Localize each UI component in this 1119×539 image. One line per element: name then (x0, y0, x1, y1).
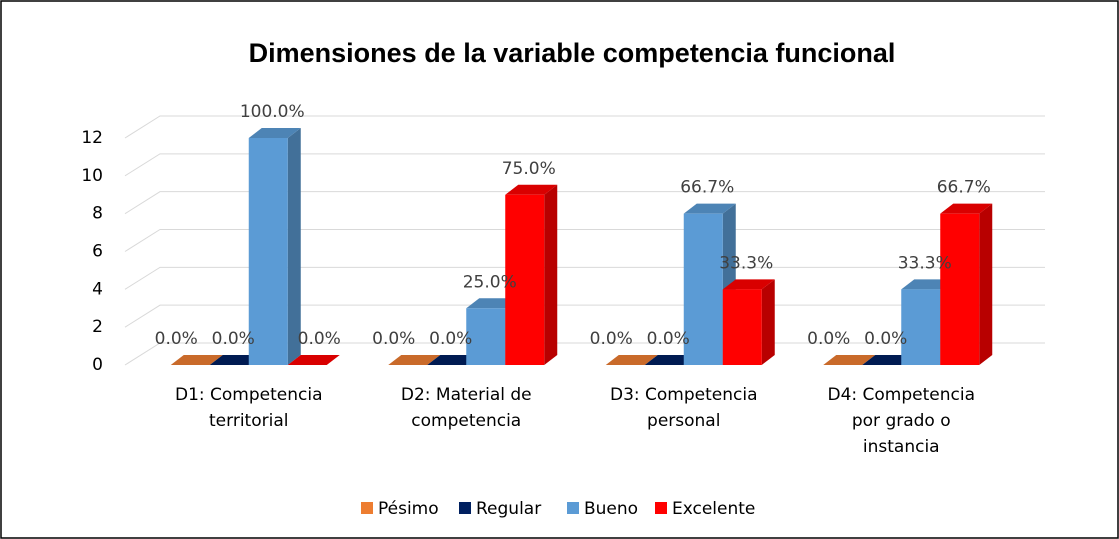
data-label: 75.0% (502, 159, 556, 179)
bar (683, 203, 736, 365)
y-tick-label: 10 (81, 166, 103, 186)
bar-side (544, 184, 558, 365)
bar (823, 355, 876, 365)
legend-swatch (459, 502, 471, 514)
bar-top (683, 203, 736, 214)
bar-front (901, 289, 941, 365)
grid-line (124, 229, 1045, 252)
bar-front (940, 213, 980, 365)
bar-side (761, 279, 775, 365)
data-label: 33.3% (898, 253, 952, 273)
bar-front (722, 289, 762, 365)
data-label: 0.0% (155, 329, 198, 349)
legend-label: Pésimo (378, 499, 439, 519)
bar (605, 355, 658, 365)
bar-top (287, 355, 340, 365)
bar-top (388, 355, 441, 365)
bar-top (170, 355, 223, 365)
legend-swatch (361, 502, 373, 514)
bar-side (287, 128, 301, 365)
bar-front (683, 213, 723, 365)
bar-front (248, 138, 288, 365)
bar-front (505, 194, 545, 365)
data-label: 0.0% (647, 329, 690, 349)
x-tick-label: D2: Material de competencia (401, 385, 532, 431)
y-tick-label: 6 (92, 242, 103, 262)
bar (722, 279, 775, 365)
bar-top (505, 184, 558, 195)
data-label: 33.3% (719, 253, 773, 273)
x-tick-label: D1: Competencia territorial (175, 385, 323, 431)
data-label: 0.0% (590, 329, 633, 349)
legend-swatch (655, 502, 667, 514)
data-label: 66.7% (680, 178, 734, 198)
bar-top (248, 128, 301, 138)
y-tick-label: 8 (92, 204, 103, 224)
bar-top (940, 203, 993, 214)
data-label: 0.0% (864, 329, 907, 349)
legend-label: Regular (476, 499, 541, 519)
data-label: 66.7% (937, 178, 991, 198)
bar-top (605, 355, 658, 365)
data-label: 25.0% (463, 272, 517, 292)
bar (505, 184, 558, 365)
bar (940, 203, 993, 365)
data-label: 100.0% (240, 102, 305, 122)
data-label: 0.0% (429, 329, 472, 349)
grid-line (124, 266, 1045, 290)
data-label: 0.0% (298, 329, 341, 349)
grid-line (124, 153, 1045, 177)
y-tick-label: 2 (92, 317, 103, 337)
legend-swatch (567, 502, 579, 514)
data-label: 0.0% (212, 329, 255, 349)
bar (170, 355, 223, 365)
bar-side (979, 203, 993, 365)
bar (248, 128, 301, 365)
y-tick-label: 4 (92, 279, 103, 299)
legend-label: Excelente (672, 499, 755, 519)
x-tick-label: D3: Competencia personal (610, 385, 758, 431)
bar (388, 355, 441, 365)
bar-front (466, 308, 506, 365)
chart-title: Dimensiones de la variable competencia f… (249, 38, 896, 68)
legend-label: Bueno (584, 499, 638, 519)
x-tick-label: D4: Competencia por grado o instancia (827, 385, 975, 457)
data-label: 0.0% (372, 329, 415, 349)
grid-line (124, 115, 1045, 139)
bar-top (722, 279, 775, 290)
data-label: 0.0% (807, 329, 850, 349)
bar-top (823, 355, 876, 365)
bar (287, 355, 340, 365)
y-tick-label: 0 (92, 355, 103, 375)
y-tick-label: 12 (81, 128, 103, 148)
grid-line (124, 191, 1045, 215)
